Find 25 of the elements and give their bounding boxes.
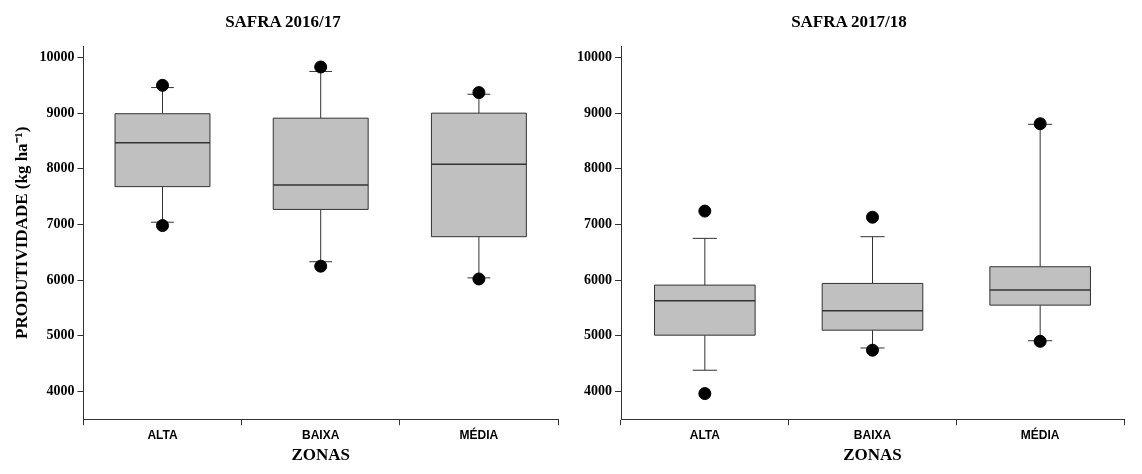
x-tick-label: BAIXA <box>853 427 892 442</box>
chart-title: SAFRA 2016/17 <box>225 11 342 31</box>
y-tick-label: 9000 <box>584 104 612 120</box>
y-axis-title: PRODUTIVIDADE (kg ha⁻¹) <box>11 126 31 339</box>
y-tick-label: 6000 <box>46 271 75 287</box>
y-tick-label: 5000 <box>46 327 75 343</box>
y-tick-label: 7000 <box>584 216 612 232</box>
x-tick-label: BAIXA <box>302 427 340 442</box>
chart-title: SAFRA 2017/18 <box>791 11 907 31</box>
x-axis-title: ZONAS <box>843 445 902 465</box>
y-tick-label: 5000 <box>584 327 612 343</box>
y-tick-label: 8000 <box>584 160 612 176</box>
y-tick-label: 9000 <box>46 104 75 120</box>
y-tick-label: 4000 <box>46 382 75 398</box>
y-tick-label: 8000 <box>46 160 75 176</box>
y-tick-label: 6000 <box>584 271 612 287</box>
x-tick-label: ALTA <box>689 427 721 442</box>
y-tick-label: 10000 <box>39 49 75 65</box>
x-tick-label: ALTA <box>147 427 178 442</box>
x-tick-label: MÉDIA <box>459 426 499 442</box>
y-tick-label: 7000 <box>46 216 75 232</box>
x-tick-label: MÉDIA <box>1020 426 1060 442</box>
y-tick-label: 10000 <box>577 49 612 65</box>
y-tick-label: 4000 <box>584 382 612 398</box>
x-axis-title: ZONAS <box>291 445 350 465</box>
